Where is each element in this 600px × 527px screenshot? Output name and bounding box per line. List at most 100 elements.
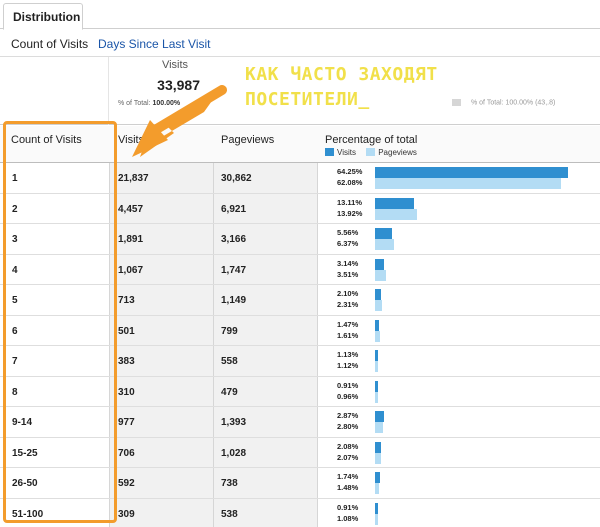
pageviews-bar [375,330,380,342]
cell-pageviews: 1,747 [221,264,247,276]
cell-pct-pageviews: 62.08% [337,178,363,187]
annotation-line-1: КАК ЧАСТО ЗАХОДЯТ [245,64,438,85]
summary-divider [108,57,109,125]
cell-pct-visits: 1.47% [337,319,359,329]
cell-pct-pageviews: 6.37% [337,239,359,248]
summary-label: Visits [161,59,189,71]
column-divider [109,126,110,527]
cell-pct-pageviews: 1.48% [337,483,359,492]
visits-bar [375,472,381,483]
tab-distribution[interactable]: Distribution [3,3,83,30]
table-row: 26-50 592 738 1.74% 1.48% [0,468,600,499]
cell-pct-visits: 5.56% [337,228,359,237]
visits-bar [375,197,415,209]
visits-bar [375,289,382,300]
table-row: 2 4,457 6,921 13.11% 13.92% [0,194,600,224]
cell-count-of-visits: 2 [12,203,18,215]
cell-pct-pageviews: 13.92% [337,208,363,218]
pageviews-bar [375,269,386,281]
cell-pageviews: 6,921 [221,203,247,215]
header-count-of-visits[interactable]: Count of Visits [11,134,82,146]
summary-right-text: % of Total: 100.00% (43,.8) [452,99,555,106]
table-row: 6 501 799 1.47% 1.61% [0,316,600,346]
table-row: 1 21,837 30,862 64.25% 62.08% [0,163,600,194]
table-row: 8 310 479 0.91% 0.96% [0,377,600,407]
table-row: 5 713 1,149 2.10% 2.31% [0,285,600,316]
cell-visits: 383 [118,356,135,367]
table-row: 3 1,891 3,166 5.56% 6.37% [0,224,600,255]
pageviews-bar [375,239,395,250]
pageviews-bar [375,300,382,311]
header-percentage-of-total: Percentage of total [325,134,418,146]
annotation-line-2: ПОСЕТИТЕЛИ_ [245,89,370,110]
pageviews-bar [375,361,379,372]
cell-count-of-visits: 15-25 [12,447,38,459]
summary-swatch [452,99,461,106]
cell-pct-pageviews: 3.51% [337,269,359,279]
legend-pageviews-label: Pageviews [378,148,417,157]
cell-pct-visits: 1.13% [337,350,359,359]
summary-subtext: % of Total: 100.00% [118,100,180,107]
visits-bar [375,258,385,270]
cell-pct-pageviews: 0.96% [337,391,359,401]
table-row: 7 383 558 1.13% 1.12% [0,346,600,377]
header-pageviews[interactable]: Pageviews [221,134,275,146]
tab-strip: Distribution [0,0,600,30]
cell-pageviews: 1,393 [221,417,247,428]
cell-pct-pageviews: 1.12% [337,361,359,370]
visits-bar [375,167,568,178]
cell-visits: 1,067 [118,264,144,276]
cell-visits: 501 [118,325,135,337]
visits-bar [375,380,378,392]
table-row: 4 1,067 1,747 3.14% 3.51% [0,255,600,285]
cell-pct-pageviews: 2.80% [337,422,359,431]
table-header: Count of Visits Visits Pageviews Percent… [0,126,600,163]
subnav-count-of-visits: Count of Visits [11,37,89,51]
cell-visits: 4,457 [118,203,144,215]
cell-pct-visits: 2.08% [337,441,359,451]
cell-pct-visits: 2.10% [337,289,359,298]
visits-bar [375,319,380,331]
cell-visits: 1,891 [118,234,144,245]
cell-count-of-visits: 7 [12,356,18,367]
cell-pct-visits: 64.25% [337,167,363,176]
cell-visits: 21,837 [118,173,149,184]
cell-count-of-visits: 3 [12,234,18,245]
pageviews-bar [375,391,378,403]
table-row: 9-14 977 1,393 2.87% 2.80% [0,407,600,438]
subnav: Count of Visits Days Since Last Visit [0,29,600,57]
cell-pageviews: 1,028 [221,447,247,459]
cell-pct-pageviews: 1.08% [337,513,359,523]
summary-right-value: % of Total: 100.00% (43,.8) [471,99,556,107]
pageviews-bar [375,452,382,464]
summary-subtext-value: 100.00% [152,100,181,107]
header-visits[interactable]: Visits [118,134,145,146]
summary-value: 33,987 [157,77,200,93]
cell-visits: 592 [118,478,135,489]
cell-visits: 713 [118,295,135,306]
table-row: 51-100 309 538 0.91% 1.08% [0,499,600,527]
pageviews-bar [375,422,384,433]
cell-pageviews: 799 [221,325,238,337]
cell-count-of-visits: 4 [12,264,18,276]
cell-count-of-visits: 26-50 [12,478,38,489]
cell-visits: 706 [118,447,135,459]
cell-count-of-visits: 51-100 [12,508,44,520]
visits-bar [375,228,392,239]
legend-visits-label: Visits [337,148,356,157]
cell-pageviews: 538 [221,508,238,520]
visits-bar [375,502,378,514]
cell-pct-pageviews: 2.07% [337,452,359,462]
cell-visits: 310 [118,386,135,398]
subnav-days-since-last-visit-link[interactable]: Days Since Last Visit [98,37,211,51]
pageviews-bar [375,208,417,220]
column-divider [317,126,318,527]
visits-bar [375,411,384,422]
cell-pct-visits: 3.14% [337,258,359,268]
cell-count-of-visits: 1 [12,173,18,184]
cell-visits: 309 [118,508,135,520]
cell-pageviews: 738 [221,478,238,489]
annotation-text: КАК ЧАСТО ЗАХОДЯТ ПОСЕТИТЕЛИ_ [245,62,438,112]
cell-pageviews: 479 [221,386,238,398]
summary-subtext-prefix: % of Total: [118,100,153,107]
